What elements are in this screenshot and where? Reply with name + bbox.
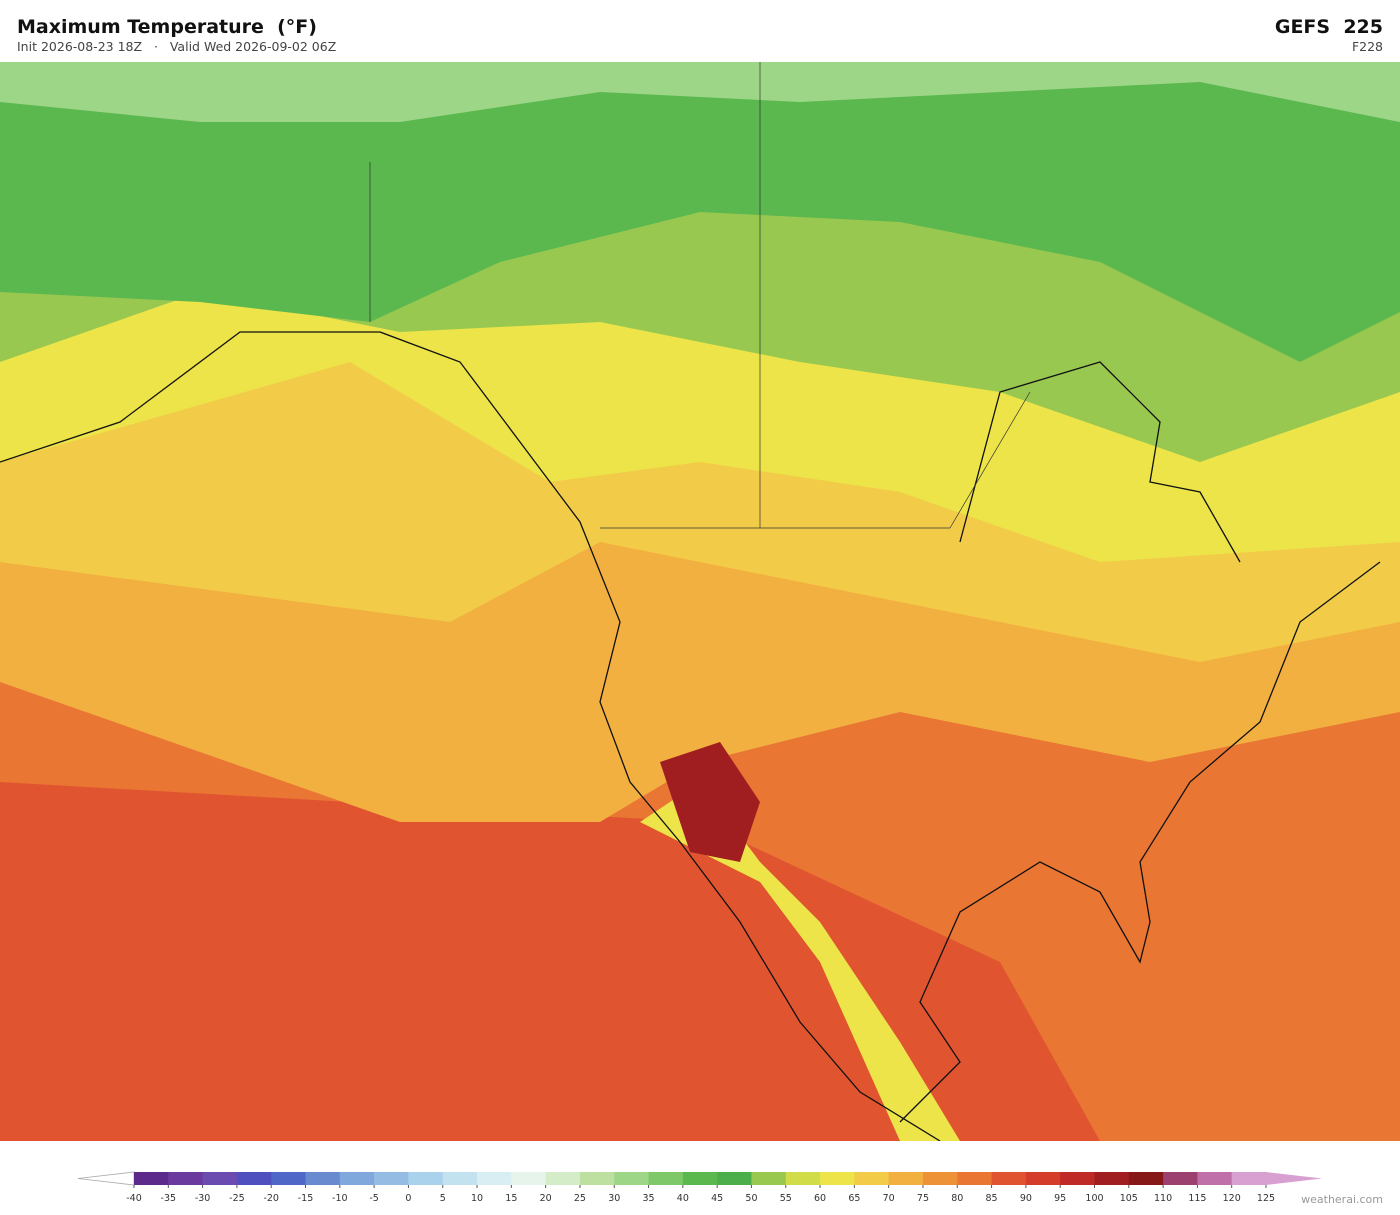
title: Maximum Temperature (°F): [17, 16, 317, 38]
colorbar-tick-label: 85: [986, 1193, 998, 1204]
colorbar-tick-label: -40: [126, 1193, 142, 1204]
colorbar-segment: [545, 1172, 581, 1185]
colorbar-segment: [134, 1172, 169, 1185]
colorbar-segment: [717, 1172, 752, 1185]
model-label: GEFS 225: [1274, 16, 1383, 38]
colorbar-segment: [751, 1172, 787, 1185]
forecast-hour: F228: [1351, 39, 1383, 54]
colorbar-tick-label: 100: [1085, 1193, 1103, 1204]
colorbar-segment: [614, 1172, 650, 1185]
colorbar-tick-label: 110: [1154, 1193, 1172, 1204]
colorbar-tick-label: 70: [883, 1193, 895, 1204]
colorbar-segment: [511, 1172, 547, 1185]
colorbar-tick-label: 45: [711, 1193, 723, 1204]
colorbar-tick-label: -35: [161, 1193, 177, 1204]
colorbar-segment: [1128, 1172, 1164, 1185]
colorbar-tick-label: 50: [745, 1193, 757, 1204]
colorbar-tick-label: 35: [642, 1193, 654, 1204]
colorbar-tick-label: -15: [298, 1193, 314, 1204]
colorbar-segment: [305, 1172, 341, 1185]
colorbar-tick-label: 75: [917, 1193, 929, 1204]
colorbar-segment: [442, 1172, 478, 1185]
colorbar-tick-label: 65: [848, 1193, 860, 1204]
colorbar-tick-label: 105: [1120, 1193, 1138, 1204]
colorbar-segment: [236, 1172, 272, 1185]
colorbar-segment: [1231, 1172, 1267, 1185]
colorbar-extend-low: [77, 1171, 135, 1186]
colorbar-tick-label: 25: [574, 1193, 586, 1204]
subtitle: Init 2026-08-23 18Z · Valid Wed 2026-09-…: [17, 39, 337, 54]
watermark: weatherai.com: [1301, 1193, 1383, 1206]
colorbar-tick-label: 125: [1257, 1193, 1275, 1204]
colorbar-tick-label: -5: [369, 1193, 378, 1204]
colorbar-tick-label: -10: [332, 1193, 348, 1204]
colorbar-segment: [648, 1172, 684, 1185]
coastline: [0, 331, 1381, 1141]
map: [0, 62, 1400, 1141]
temp-zone-40: [0, 62, 1400, 362]
colorbar-segment: [202, 1172, 238, 1185]
colorbar-segment: [339, 1172, 375, 1185]
colorbar-segment: [271, 1172, 307, 1185]
colorbar-segment: [854, 1172, 890, 1185]
colorbar-tick-label: 60: [814, 1193, 826, 1204]
colorbar: -40 -35 -30 -25 -20 -15 -10 -5 0 5 10 15 20 25 30 35 40 4…: [77, 1171, 1322, 1204]
colorbar-segment: [1025, 1172, 1061, 1185]
colorbar-tick-label: 120: [1223, 1193, 1241, 1204]
colorbar-tick-label: 15: [505, 1193, 517, 1204]
mexico-highlands: [640, 782, 960, 1141]
colorbar-tick-label: 40: [677, 1193, 689, 1204]
colorbar-segment: [1060, 1172, 1095, 1185]
colorbar-tick-label: 20: [540, 1193, 552, 1204]
colorbar-tick-label: -30: [195, 1193, 211, 1204]
desert-hotspot: [660, 742, 760, 862]
temp-zone-35: [0, 62, 1400, 122]
colorbar-segment: [820, 1172, 855, 1185]
colorbar-segment: [374, 1172, 409, 1185]
colorbar-tick-label: 10: [471, 1193, 483, 1204]
colorbar-segment: [408, 1172, 444, 1185]
colorbar-segment: [1094, 1172, 1130, 1185]
colorbar-segment: [922, 1172, 958, 1185]
colorbar-tick-label: 80: [951, 1193, 963, 1204]
colorbar-tick-label: -25: [229, 1193, 245, 1204]
colorbar-segment: [682, 1172, 718, 1185]
colorbar-segment: [1163, 1172, 1198, 1185]
colorbar-segment: [957, 1172, 993, 1185]
colorbar-segment: [991, 1172, 1027, 1185]
colorbar-segment: [1197, 1172, 1233, 1185]
colorbar-segment: [579, 1172, 615, 1185]
colorbar-segment: [888, 1172, 924, 1185]
colorbar-tick-label: 115: [1188, 1193, 1206, 1204]
colorbar-tick-label: 90: [1020, 1193, 1032, 1204]
colorbar-extend-high: [1266, 1172, 1322, 1185]
colorbar-segment: [477, 1172, 512, 1185]
colorbar-tick-label: 5: [440, 1193, 446, 1204]
borders: [369, 62, 1031, 529]
colorbar-tick-label: 0: [405, 1193, 411, 1204]
colorbar-tick-label: -20: [263, 1193, 279, 1204]
colorbar-segment: [168, 1172, 204, 1185]
colorbar-tick-label: 55: [780, 1193, 792, 1204]
colorbar-tick-label: 30: [608, 1193, 620, 1204]
colorbar-tick-label: 95: [1054, 1193, 1066, 1204]
colorbar-segment: [785, 1172, 821, 1185]
